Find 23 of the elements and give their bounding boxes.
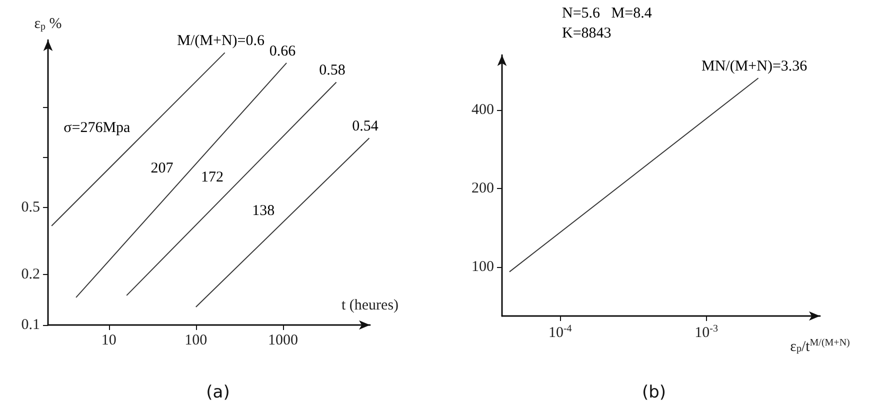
annotation: 0.66	[269, 43, 296, 60]
series-label: 207	[150, 160, 174, 177]
text: (a)	[206, 382, 230, 402]
series-label: 172	[200, 169, 224, 186]
y-tick-label: 400	[472, 102, 494, 118]
annotation: 0.58	[319, 62, 346, 79]
annotation: 0.54	[352, 118, 379, 135]
y-tick-label: 0.2	[21, 266, 40, 283]
y-tick-label: 100	[472, 259, 494, 276]
x-tick-label: 10	[101, 332, 116, 348]
annotation: M/(M+N)=0.6	[177, 33, 265, 50]
annotation: MN/(M+N)=3.36	[701, 58, 808, 75]
series-label: 138	[252, 203, 275, 220]
series-label: σ=276Mpa	[64, 120, 131, 136]
y-tick-label: 0.5	[21, 200, 40, 216]
text: N=5.6 M=8.4	[562, 6, 652, 22]
x-tick-label: 100	[184, 332, 208, 348]
x-axis-title: t (heures)	[341, 298, 399, 314]
text: (b)	[642, 382, 666, 402]
text: K=8843	[562, 26, 612, 42]
y-tick-label: 200	[472, 180, 494, 197]
y-tick-label: 0.1	[21, 317, 40, 333]
x-tick-label: 1000	[268, 332, 298, 348]
